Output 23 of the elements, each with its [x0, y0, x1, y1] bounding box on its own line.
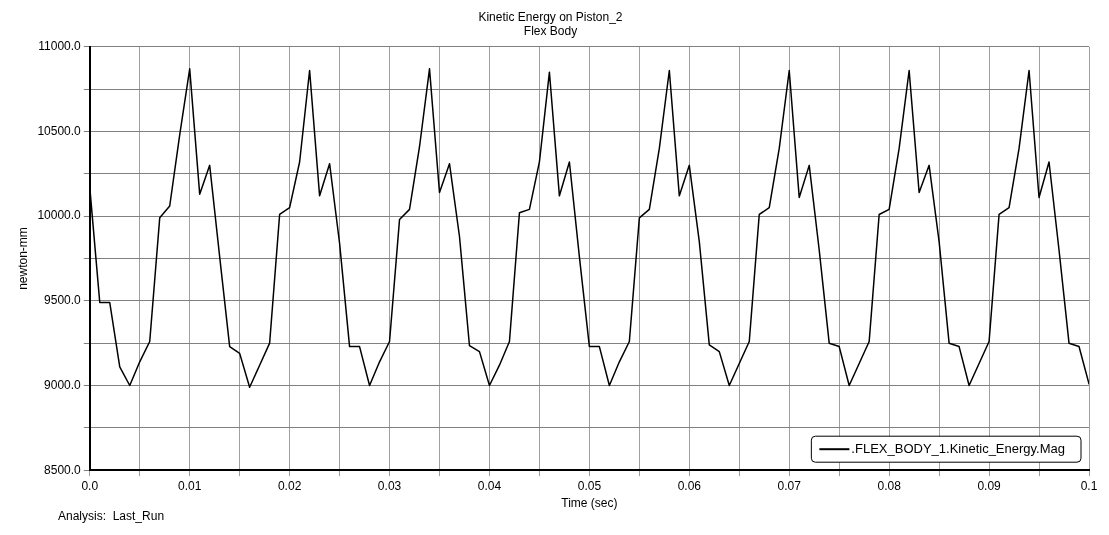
- y-tick-label: 10000.0: [37, 208, 82, 223]
- x-tick-label: 0.01: [178, 478, 202, 493]
- x-tick-label: 0.06: [677, 478, 702, 493]
- chart-title: Kinetic Energy on Piston_2: [478, 9, 623, 24]
- x-tick-label: 0.02: [277, 478, 302, 493]
- legend-label: .FLEX_BODY_1.Kinetic_Energy.Mag: [851, 440, 1066, 456]
- x-tick-label: 0.09: [977, 478, 1002, 493]
- x-axis-title: Time (sec): [561, 496, 618, 511]
- x-tick-label: 0.03: [377, 478, 402, 493]
- y-tick-label: 8500.0: [44, 462, 82, 477]
- y-axis-title: newton-mm: [15, 227, 30, 290]
- text: Analysis: Last_Run: [58, 509, 165, 524]
- x-tick-label: 0.0: [81, 478, 99, 493]
- y-tick-label: 11000.0: [38, 39, 82, 54]
- x-tick-label: 0.07: [777, 478, 802, 493]
- x-tick-label: 0.08: [877, 478, 902, 493]
- y-tick-label: 9500.0: [44, 293, 82, 308]
- x-tick-label: 0.1: [1080, 478, 1098, 493]
- x-tick-label: 0.05: [577, 478, 602, 493]
- y-tick-label: 9000.0: [44, 377, 82, 392]
- chart-subtitle: Flex Body: [523, 23, 578, 38]
- x-tick-label: 0.04: [477, 478, 502, 493]
- y-tick-label: 10500.0: [37, 123, 82, 138]
